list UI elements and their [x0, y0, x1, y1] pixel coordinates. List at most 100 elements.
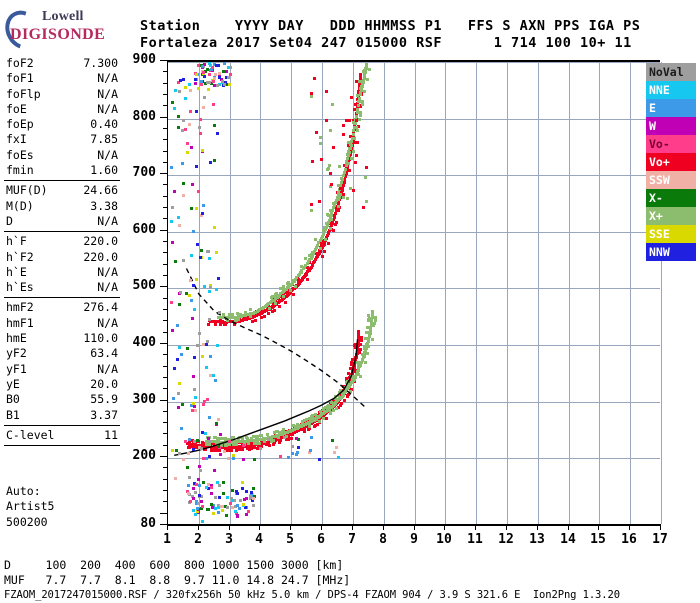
trace-pixel: [351, 137, 354, 140]
noise-pixel: [310, 436, 313, 439]
trace-pixel: [371, 311, 374, 314]
trace-pixel: [253, 446, 256, 449]
y-axis-tick: [163, 490, 168, 491]
trace-pixel: [275, 296, 278, 299]
noise-pixel: [245, 497, 248, 500]
noise-pixel: [186, 151, 189, 154]
noise-pixel: [229, 73, 232, 76]
trace-pixel: [371, 316, 374, 319]
trace-pixel: [322, 407, 325, 410]
grid-line-vertical: [415, 62, 416, 524]
noise-pixel: [171, 206, 174, 209]
noise-pixel: [173, 107, 176, 110]
x-axis-tick: [352, 524, 353, 530]
trace-pixel: [207, 323, 210, 326]
trace-pixel: [343, 399, 346, 402]
y-axis-tick: [160, 117, 168, 118]
trace-pixel: [292, 424, 295, 427]
footer-info: D 100 200 400 600 800 1000 1500 3000 [km…: [4, 558, 620, 603]
noise-pixel: [315, 131, 318, 134]
noise-pixel: [210, 492, 213, 495]
legend-item-w[interactable]: W: [646, 117, 696, 135]
trace-pixel: [357, 364, 360, 367]
trace-pixel: [359, 114, 362, 117]
legend-item-e[interactable]: E: [646, 99, 696, 117]
param-group-muf: MUF(D) 24.66 M(D) 3.38 D N/A: [4, 183, 120, 229]
trace-pixel: [276, 430, 279, 433]
trace-pixel: [350, 144, 353, 147]
legend-item-x-[interactable]: X-: [646, 189, 696, 207]
trace-pixel: [229, 316, 232, 319]
trace-pixel: [354, 103, 357, 106]
param-row: B1 3.37: [6, 408, 118, 423]
noise-pixel: [311, 160, 314, 163]
trace-pixel: [295, 425, 298, 428]
noise-pixel: [202, 403, 205, 406]
trace-pixel: [356, 111, 359, 114]
legend-item-vo-[interactable]: Vo+: [646, 153, 696, 171]
trace-pixel: [333, 214, 336, 217]
noise-pixel: [328, 164, 331, 167]
trace-pixel: [350, 363, 353, 366]
trace-pixel: [249, 308, 252, 311]
param-key: foF2: [6, 56, 34, 70]
y-axis-labels: 200 300 400 500 600 700 800 900 80: [108, 52, 156, 531]
trace-pixel: [364, 71, 367, 74]
x-axis-tick-label: 13: [529, 532, 545, 547]
noise-pixel: [221, 505, 224, 508]
x-axis-tick: [259, 524, 260, 530]
noise-pixel: [173, 367, 176, 370]
trace-pixel: [339, 184, 342, 187]
noise-pixel: [195, 73, 198, 76]
trace-pixel: [358, 97, 361, 100]
x-axis-tick: [660, 524, 661, 530]
noise-pixel: [211, 66, 214, 69]
legend-item-ssw[interactable]: SSW: [646, 171, 696, 189]
trace-pixel: [367, 340, 370, 343]
noise-pixel: [193, 440, 196, 443]
trace-pixel: [356, 351, 359, 354]
trace-pixel: [350, 361, 353, 364]
legend-item-noval[interactable]: NoVal: [646, 63, 696, 81]
trace-pixel: [355, 80, 358, 83]
param-value: 276.4: [83, 300, 118, 315]
trace-pixel: [211, 449, 214, 452]
trace-pixel: [323, 230, 326, 233]
trace-pixel: [359, 348, 362, 351]
noise-pixel: [182, 78, 185, 81]
trace-pixel: [352, 358, 355, 361]
trace-pixel: [359, 343, 362, 346]
param-key: foFlp: [6, 86, 41, 101]
legend-item-nne[interactable]: NNE: [646, 81, 696, 99]
legend-item-sse[interactable]: SSE: [646, 225, 696, 243]
trace-pixel: [196, 446, 199, 449]
trace-pixel: [355, 126, 358, 129]
legend-item-vo-[interactable]: Vo-: [646, 135, 696, 153]
trace-pixel: [329, 227, 332, 230]
noise-pixel: [245, 513, 248, 516]
polarization-legend[interactable]: NoVal NNE E W Vo- Vo+ SSW X- X+ SSE NNW: [646, 63, 696, 261]
trace-pixel: [321, 242, 324, 245]
trace-pixel: [352, 133, 355, 136]
noise-pixel: [227, 457, 230, 460]
trace-pixel: [228, 438, 231, 441]
ionogram-plot[interactable]: [167, 60, 662, 526]
trace-pixel: [301, 428, 304, 431]
noise-pixel: [171, 329, 174, 332]
param-key: M(D): [6, 198, 34, 213]
trace-pixel: [337, 194, 340, 197]
trace-pixel: [346, 167, 349, 170]
trace-pixel: [359, 364, 362, 367]
trace-pixel: [335, 207, 338, 210]
legend-item-nnw[interactable]: NNW: [646, 243, 696, 261]
noise-pixel: [295, 437, 298, 440]
trace-pixel: [361, 83, 364, 86]
param-row: yE 20.0: [6, 377, 118, 392]
trace-pixel: [332, 229, 335, 232]
trace-pixel: [331, 209, 334, 212]
trace-pixel: [373, 322, 376, 325]
x-axis-tick: [506, 524, 507, 530]
legend-item-x-[interactable]: X+: [646, 207, 696, 225]
noise-pixel: [234, 510, 237, 513]
noise-pixel: [250, 491, 253, 494]
